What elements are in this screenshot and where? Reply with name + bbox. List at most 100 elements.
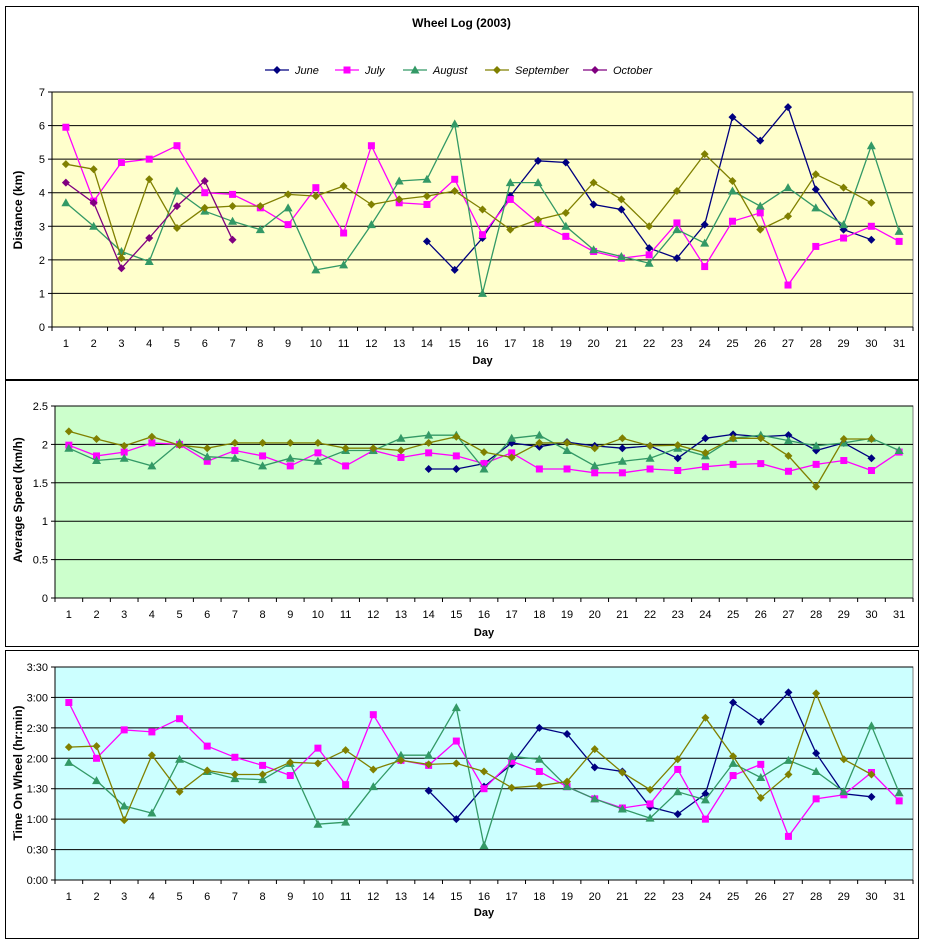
x-tick-label: 25 [727, 609, 739, 621]
data-point [479, 464, 489, 473]
x-tick-label: 10 [312, 891, 324, 903]
data-point [313, 456, 323, 465]
data-point [563, 465, 571, 473]
x-tick-label: 13 [393, 338, 405, 350]
data-point [93, 754, 101, 762]
data-point [313, 819, 323, 828]
legend-marker [273, 66, 281, 74]
legend-marker [591, 66, 599, 74]
data-point [590, 763, 599, 772]
data-point [646, 785, 655, 794]
y-tick-label: 3:30 [27, 662, 48, 674]
data-point [147, 808, 157, 817]
data-point [255, 225, 265, 234]
data-point [811, 203, 821, 212]
y-tick-label: 1:30 [27, 784, 48, 796]
data-point [673, 219, 681, 227]
data-point [286, 438, 295, 447]
x-tick-label: 5 [174, 338, 180, 350]
x-tick-label: 23 [671, 338, 683, 350]
data-point [258, 770, 267, 779]
data-point [508, 449, 516, 457]
legend-item-august: August [403, 65, 468, 77]
data-point [117, 159, 125, 166]
data-point [93, 452, 101, 460]
series-october [61, 176, 237, 273]
data-point [117, 254, 126, 263]
data-point [617, 205, 626, 214]
data-point [700, 220, 709, 229]
data-point [728, 217, 736, 225]
data-point [507, 453, 516, 462]
data-point [368, 782, 378, 791]
x-axis-title: Day [474, 627, 495, 639]
x-tick-label: 3 [121, 609, 127, 621]
data-point [673, 755, 682, 764]
x-tick-label: 24 [699, 891, 711, 903]
x-tick-label: 18 [532, 338, 544, 350]
x-tick-label: 19 [561, 609, 573, 621]
data-point [480, 785, 488, 793]
data-point [755, 201, 765, 210]
data-point [563, 777, 572, 786]
data-point [341, 444, 350, 453]
data-point [452, 815, 461, 824]
data-point [672, 225, 682, 234]
data-point [534, 430, 544, 439]
x-tick-label: 1 [66, 891, 72, 903]
data-point [673, 454, 682, 463]
data-point [812, 242, 820, 250]
legend-label: September [515, 65, 570, 77]
y-tick-label: 7 [39, 87, 45, 99]
x-tick-label: 6 [204, 609, 210, 621]
data-point [701, 815, 709, 823]
data-point [646, 465, 654, 473]
data-point [757, 760, 765, 768]
data-point [422, 192, 431, 201]
x-tick-label: 22 [643, 338, 655, 350]
data-point [395, 195, 404, 204]
data-point [452, 452, 460, 460]
data-point [591, 469, 599, 477]
data-point [61, 198, 71, 207]
x-tick-label: 10 [310, 338, 322, 350]
x-tick-label: 7 [229, 338, 235, 350]
data-point [313, 759, 322, 768]
y-tick-label: 2 [42, 439, 48, 451]
x-tick-label: 12 [367, 891, 379, 903]
x-tick-label: 22 [644, 609, 656, 621]
data-point [369, 765, 378, 774]
data-point [285, 453, 295, 462]
y-tick-label: 0 [42, 593, 48, 605]
data-point [645, 813, 655, 822]
data-point [258, 461, 268, 470]
x-tick-label: 15 [449, 338, 461, 350]
data-point [450, 119, 460, 128]
legend-label: July [364, 65, 386, 77]
x-tick-label: 31 [893, 891, 905, 903]
x-tick-label: 30 [865, 609, 877, 621]
x-tick-label: 21 [616, 891, 628, 903]
data-point [119, 453, 129, 462]
data-point [784, 431, 793, 440]
data-point [784, 832, 792, 840]
data-point [672, 254, 681, 263]
data-point [144, 257, 154, 266]
data-point [646, 800, 654, 808]
data-point [92, 435, 101, 444]
x-axis-title: Day [472, 355, 493, 367]
x-tick-label: 16 [478, 609, 490, 621]
data-point [203, 766, 212, 775]
data-point [783, 755, 793, 764]
data-point [700, 238, 710, 247]
data-point [507, 433, 517, 442]
data-point [396, 433, 406, 442]
data-point [784, 688, 793, 697]
data-point [563, 438, 572, 447]
x-tick-label: 8 [260, 891, 266, 903]
data-point [812, 482, 821, 491]
data-point [424, 438, 433, 447]
plot-area [54, 405, 914, 599]
data-point [258, 438, 267, 447]
